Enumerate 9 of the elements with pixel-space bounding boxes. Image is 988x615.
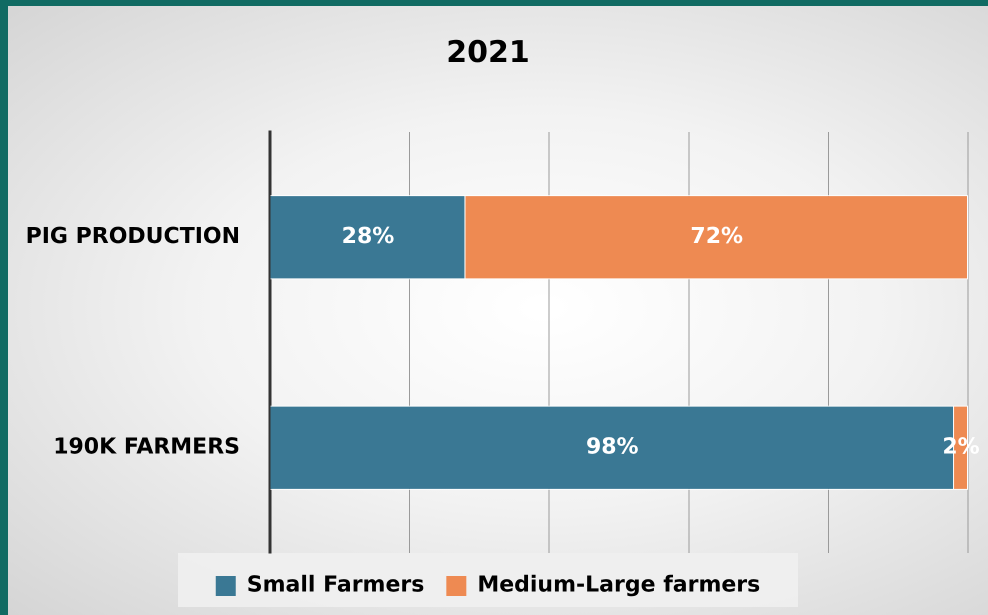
- legend-label: Medium-Large farmers: [477, 572, 760, 598]
- data-label: 72%: [690, 224, 744, 249]
- data-label: 28%: [342, 224, 394, 249]
- y-tick-label: PIG PRODUCTION: [26, 224, 240, 249]
- data-label: 98%: [586, 434, 639, 460]
- data-label: 2%: [942, 434, 980, 460]
- legend-label: Small Farmers: [246, 572, 424, 598]
- y-tick-label: 190K FARMERS: [53, 434, 240, 460]
- chart-title: 2021: [446, 34, 530, 70]
